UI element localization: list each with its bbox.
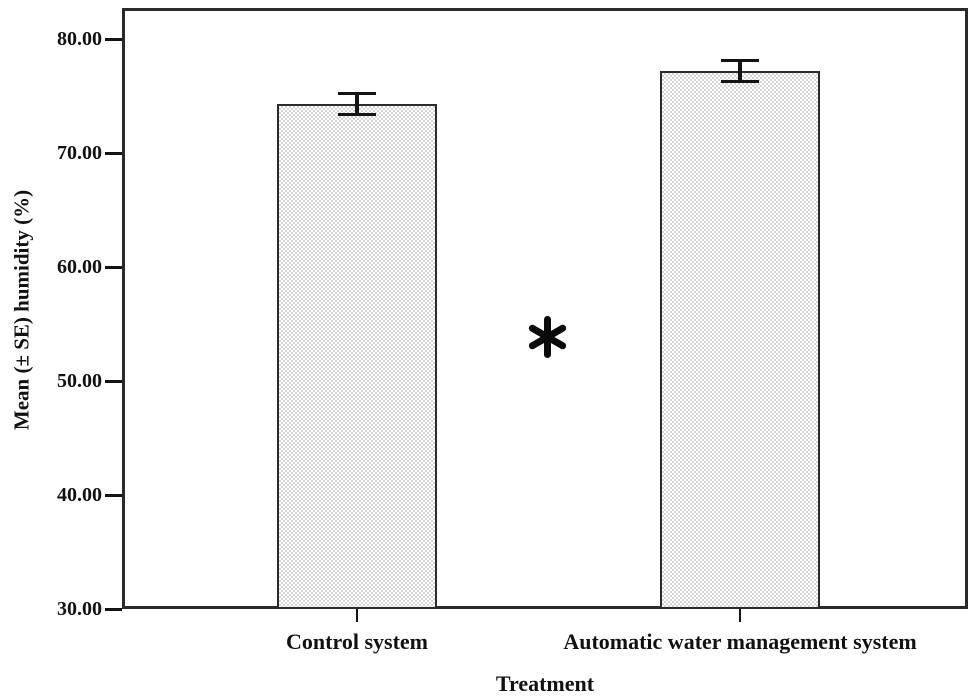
y-tick-label: 60.00 bbox=[57, 256, 102, 278]
x-axis-title: Treatment bbox=[495, 671, 595, 696]
y-tick-label: 30.00 bbox=[57, 598, 102, 620]
plot-frame bbox=[122, 8, 968, 609]
y-tick-label: 40.00 bbox=[57, 484, 102, 506]
category-label-automatic-water-management-system: Automatic water management system bbox=[563, 629, 917, 654]
y-tick-mark bbox=[105, 379, 122, 383]
error-bar-cap-top bbox=[338, 92, 376, 96]
y-tick-mark bbox=[105, 493, 122, 497]
y-tick-mark bbox=[105, 151, 122, 155]
error-bar-cap-bottom bbox=[721, 79, 759, 83]
error-bar-cap-top bbox=[721, 59, 759, 63]
bar-automatic-water-management-system bbox=[660, 70, 820, 609]
bar-control-system bbox=[277, 103, 437, 609]
category-label-control-system: Control system bbox=[286, 629, 428, 654]
error-bar-stem bbox=[355, 93, 359, 115]
y-tick-mark bbox=[105, 607, 122, 611]
y-tick-label: 50.00 bbox=[57, 370, 102, 392]
y-tick-label: 70.00 bbox=[57, 142, 102, 164]
y-tick-label: 80.00 bbox=[57, 28, 102, 50]
error-bar-stem bbox=[738, 60, 742, 82]
y-tick-mark bbox=[105, 37, 122, 41]
y-axis-title: Mean (± SE) humidity (%) bbox=[9, 189, 34, 431]
error-bar-cap-bottom bbox=[338, 112, 376, 116]
y-tick-mark bbox=[105, 265, 122, 269]
x-tick-mark bbox=[355, 609, 359, 622]
x-tick-mark bbox=[738, 609, 742, 622]
